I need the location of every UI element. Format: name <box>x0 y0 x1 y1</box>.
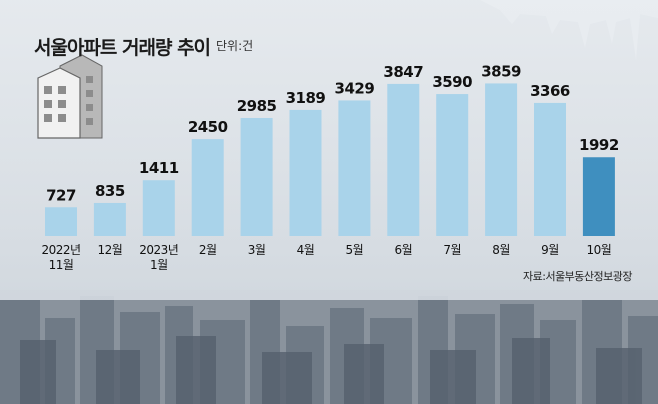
x-tick-line: 2023년 <box>139 243 178 257</box>
bar-8 <box>387 83 420 236</box>
x-tick-label-11: 9월 <box>541 243 559 257</box>
value-label-1: 727 <box>46 186 76 204</box>
value-label-7: 3429 <box>335 79 375 97</box>
x-tick-line: 6월 <box>394 243 412 257</box>
apartment-building-icon <box>37 54 103 139</box>
bar-11 <box>534 102 566 236</box>
x-tick-label-8: 6월 <box>394 243 412 257</box>
x-tick-label-12: 10월 <box>586 243 611 257</box>
x-tick-label-1: 2022년 11월 <box>41 243 80 272</box>
bar-12 <box>582 157 615 236</box>
value-label-6: 3189 <box>286 89 326 107</box>
x-tick-label-2: 12월 <box>97 243 122 257</box>
x-tick-label-6: 4월 <box>297 243 315 257</box>
bar-3 <box>142 180 175 236</box>
x-tick-line: 2022년 <box>41 243 80 257</box>
bar-chart: 727 835 1411 2450 2985 3189 3429 3847 3590 3859 33… <box>37 54 619 272</box>
x-tick-line: 12월 <box>97 243 122 257</box>
value-label-2: 835 <box>95 182 125 200</box>
x-tick-line: 7월 <box>443 243 461 257</box>
bar-10 <box>485 83 518 237</box>
value-label-5: 2985 <box>237 97 277 115</box>
x-tick-line: 4월 <box>297 243 315 257</box>
x-tick-label-5: 3월 <box>248 243 266 257</box>
chart-title: 서울아파트 거래량 추이 <box>34 37 211 59</box>
x-tick-line: 9월 <box>541 243 559 257</box>
x-tick-line: 11월 <box>49 258 74 272</box>
value-label-4: 2450 <box>188 118 228 136</box>
source-label: 자료:서울부동산정보광장 <box>523 270 633 283</box>
value-label-3: 1411 <box>139 159 179 177</box>
x-tick-label-9: 7월 <box>443 243 461 257</box>
bar-2 <box>93 202 126 236</box>
x-tick-line: 2월 <box>199 243 217 257</box>
unit-label: 단위:건 <box>216 39 254 53</box>
x-tick-line: 1월 <box>150 258 168 272</box>
x-tick-label-7: 5월 <box>346 243 364 257</box>
x-tick-line: 8월 <box>492 243 510 257</box>
x-tick-label-10: 8월 <box>492 243 510 257</box>
bar-5 <box>240 117 273 236</box>
x-tick-line: 5월 <box>346 243 364 257</box>
value-label-9: 3590 <box>432 73 472 91</box>
x-tick-label-3: 2023년 1월 <box>139 243 178 272</box>
bar-4 <box>191 139 224 236</box>
bar-9 <box>436 94 469 237</box>
value-label-12: 1992 <box>579 136 619 154</box>
x-tick-line: 3월 <box>248 243 266 257</box>
x-tick-line: 10월 <box>586 243 611 257</box>
bar-7 <box>338 100 371 237</box>
x-tick-label-4: 2월 <box>199 243 217 257</box>
value-label-11: 3366 <box>530 82 570 100</box>
bar-1 <box>45 207 77 236</box>
value-label-8: 3847 <box>383 63 423 81</box>
value-label-10: 3859 <box>481 62 521 80</box>
bar-6 <box>289 109 322 236</box>
